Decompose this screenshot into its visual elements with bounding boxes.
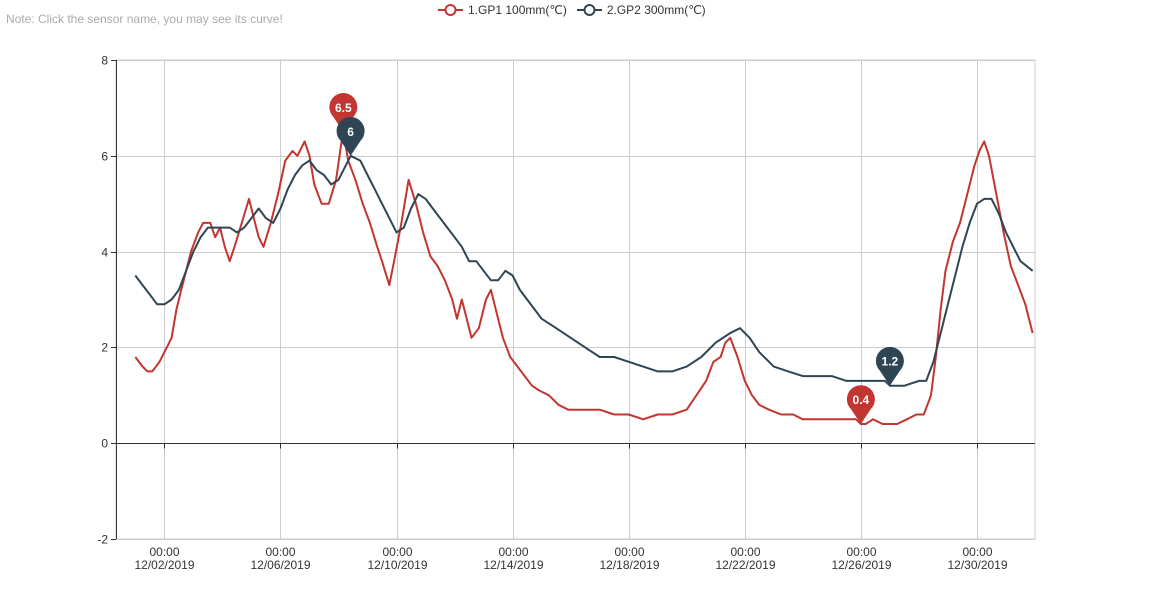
x-tick-label-time: 00:00	[730, 545, 760, 559]
x-tick-label-date: 12/06/2019	[250, 558, 310, 572]
mark-pin-label: 6.5	[335, 101, 352, 115]
mark-pin-label: 1.2	[882, 355, 899, 369]
mark-pin-series-2	[875, 346, 904, 386]
x-tick-label-time: 00:00	[614, 545, 644, 559]
x-tick-label-date: 12/18/2019	[599, 558, 659, 572]
x-tick-label-date: 12/14/2019	[483, 558, 543, 572]
x-tick-label-time: 00:00	[962, 545, 992, 559]
y-tick-label: 0	[101, 437, 108, 451]
y-tick-label: 8	[101, 54, 108, 68]
x-tick-label-date: 12/22/2019	[715, 558, 775, 572]
legend-gp1-label[interactable]: 1.GP1 100mm(℃)	[468, 3, 567, 17]
legend-gp2-label[interactable]: 2.GP2 300mm(℃)	[606, 3, 706, 17]
x-tick-label-time: 00:00	[149, 545, 179, 559]
x-tick-label-date: 12/30/2019	[947, 558, 1007, 572]
x-tick-label-date: 12/02/2019	[134, 558, 194, 572]
plot-frame	[115, 59, 1036, 540]
y-tick-label: 6	[101, 150, 108, 164]
x-tick-label-time: 00:00	[382, 545, 412, 559]
x-tick-label-time: 00:00	[498, 545, 528, 559]
x-tick-label-time: 00:00	[265, 545, 295, 559]
y-tick-label: -2	[97, 533, 108, 547]
series-line-1	[134, 130, 1034, 425]
mark-pin-series-1	[329, 93, 358, 132]
mark-pin-label: 0.4	[853, 393, 870, 407]
mark-pin-series-2	[336, 117, 365, 156]
mark-pin-series-1	[846, 385, 875, 425]
chart-legend: 1.GP1 100mm(℃) 2.GP2 300mm(℃)	[438, 3, 716, 17]
x-tick-label-date: 12/26/2019	[831, 558, 891, 572]
mark-pin-label: 6	[347, 125, 354, 139]
legend-item-gp1[interactable]: 1.GP1 100mm(℃)	[438, 3, 567, 17]
chart-note: Note: Click the sensor name, you may see…	[6, 12, 283, 26]
x-tick-label-date: 12/10/2019	[367, 558, 427, 572]
legend-gp1-line-icon	[438, 4, 463, 16]
y-tick-label: 4	[101, 246, 108, 260]
legend-gp2-line-icon	[576, 4, 602, 16]
legend-item-gp2[interactable]: 2.GP2 300mm(℃)	[576, 3, 706, 17]
series-line-2	[134, 154, 1034, 387]
x-tick-label-time: 00:00	[846, 545, 876, 559]
y-tick-label: 2	[101, 341, 108, 355]
